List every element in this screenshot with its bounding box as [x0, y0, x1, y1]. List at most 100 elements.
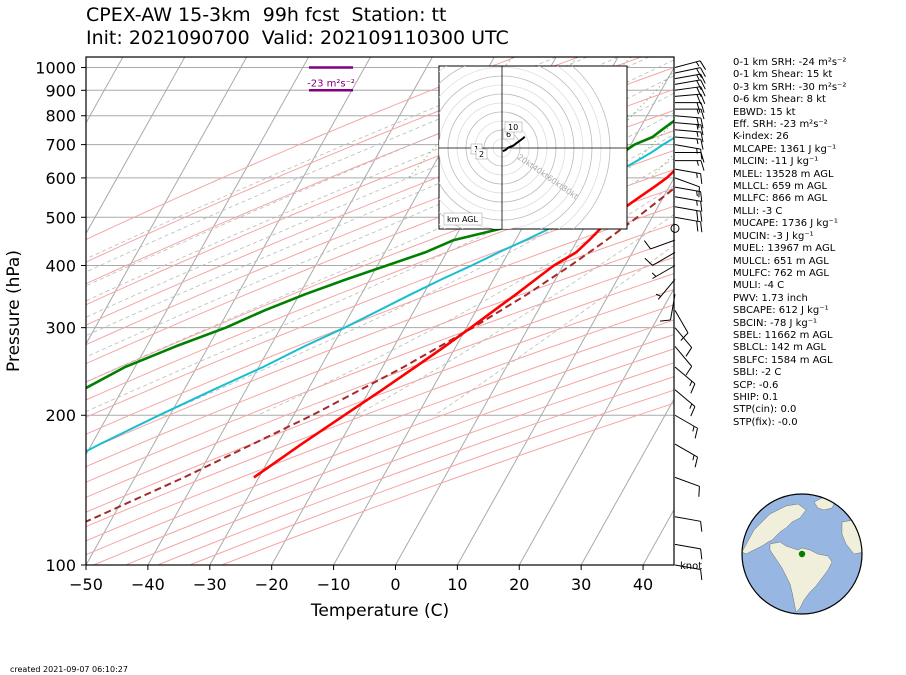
index-line: SBEL: 11662 m AGL [733, 329, 833, 341]
wind-barb [674, 177, 700, 198]
wind-barb [670, 223, 680, 233]
dry-adiabat [86, 333, 674, 556]
station-marker [798, 550, 806, 558]
dry-adiabat [86, 256, 674, 483]
wind-barb [674, 389, 696, 417]
wind-barb [674, 564, 703, 580]
isotherm-line [580, 398, 674, 565]
dry-adiabat [86, 223, 674, 452]
index-line: SBLFC: 1584 m AGL [733, 354, 833, 366]
wind-barb [674, 86, 706, 97]
index-line: PWV: 1.73 inch [733, 292, 808, 304]
isotherm-line [395, 66, 674, 565]
index-line: SHIP: 0.1 [733, 391, 779, 403]
index-line: MLCAPE: 1361 J kg⁻¹ [733, 143, 837, 155]
y-tick-label: 200 [45, 406, 76, 425]
index-line: MULFC: 762 m AGL [733, 267, 829, 279]
wind-barb [674, 196, 703, 212]
wind-barb [655, 279, 676, 300]
dry-adiabat [86, 319, 674, 542]
dry-adiabat [86, 205, 674, 435]
wind-barb [651, 265, 676, 279]
wind-barb [674, 543, 703, 560]
y-tick-label: 800 [45, 107, 76, 126]
hodograph-height-box [504, 121, 523, 133]
wind-barb [674, 414, 699, 439]
wind-barb [674, 79, 706, 91]
hodograph-inset: 20kt40kt60kt80kt12610km AGL [438, 65, 628, 230]
wind-barb [674, 346, 693, 376]
index-line: MLLI: -3 C [733, 205, 783, 217]
isotherm-line [86, 57, 371, 565]
y-tick-label: 700 [45, 136, 76, 155]
wind-barb [674, 67, 706, 78]
y-tick-label: 600 [45, 169, 76, 188]
dry-adiabat [86, 273, 674, 498]
chart-title-line2: Init: 2021090700 Valid: 202109110300 UTC [86, 27, 509, 49]
globe-outline [741, 493, 863, 615]
moist-adiabat [86, 134, 674, 412]
plot-frame [85, 56, 675, 566]
dewpoint-profile-line [86, 119, 674, 390]
index-line: SCP: -0.6 [733, 379, 779, 391]
isotherm-line [518, 287, 674, 565]
index-line: Eff. SRH: -23 m²s⁻² [733, 119, 828, 131]
index-line: 0-6 km Shear: 8 kt [733, 94, 826, 106]
chart-title-line1: CPEX-AW 15-3km 99h fcst Station: tt [86, 4, 447, 26]
moist-adiabat [257, 185, 674, 416]
wind-barb [675, 102, 705, 113]
moist-adiabat [159, 158, 674, 416]
wind-barb [674, 73, 706, 84]
wind-barb [675, 151, 705, 163]
index-line: EBWD: 15 kt [733, 106, 796, 118]
hodograph-units-box [443, 212, 483, 226]
srh-label: -23 m²s⁻² [307, 78, 355, 89]
index-line: MUEL: 13967 m AGL [733, 243, 836, 255]
index-line: SBCAPE: 612 J kg⁻¹ [733, 305, 829, 317]
index-line: 0-1 km SRH: -24 m²s⁻² [733, 57, 847, 68]
wind-barb [674, 168, 703, 185]
wind-barb [674, 443, 699, 468]
wind-barb [674, 327, 693, 357]
y-tick-label: 100 [45, 556, 76, 575]
x-tick-label: 0 [390, 575, 400, 594]
wind-unit-label: knot [680, 561, 702, 572]
isotherm-line [456, 177, 674, 565]
hodograph-height-label: 2 [479, 150, 484, 159]
dry-adiabat [86, 288, 674, 513]
index-line: MUCAPE: 1736 J kg⁻¹ [733, 218, 838, 230]
dry-adiabat [86, 109, 674, 346]
index-line: 0-1 km Shear: 15 kt [733, 69, 833, 81]
index-line: MULCL: 651 m AGL [733, 255, 829, 267]
wind-barb [644, 251, 676, 266]
x-tick-label: 10 [447, 575, 467, 594]
y-axis-label: Pressure (hPa) [4, 250, 24, 372]
dry-adiabat [86, 57, 516, 241]
hodograph-height-label: 6 [506, 130, 511, 139]
isotherm-line [86, 57, 310, 456]
wind-barb [674, 186, 703, 203]
dry-adiabat [86, 240, 674, 468]
moist-adiabat [86, 75, 674, 337]
index-line: MLCIN: -11 J kg⁻¹ [733, 156, 819, 168]
moist-adiabat [86, 112, 674, 383]
hodograph-units-label: km AGL [447, 215, 479, 224]
index-line: MUCIN: -3 J kg⁻¹ [733, 230, 814, 242]
globe-land [742, 495, 862, 613]
index-line: MULI: -4 C [733, 280, 785, 292]
hodograph-height-box [475, 148, 488, 160]
y-tick-label: 900 [45, 81, 76, 100]
wind-barb [674, 216, 703, 233]
y-tick-label: 1000 [35, 59, 76, 78]
location-globe [741, 493, 863, 615]
dry-adiabat [93, 348, 674, 565]
index-line: SBCIN: -78 J kg⁻¹ [733, 317, 818, 329]
parcel-profile-line [86, 187, 674, 523]
y-tick-label: 400 [45, 256, 76, 275]
wind-barb [674, 206, 703, 222]
wind-barb [674, 60, 707, 70]
index-line: SBLI: -2 C [733, 367, 782, 379]
x-tick-label: −30 [193, 575, 227, 594]
index-line: STP(cin): 0.0 [733, 404, 797, 416]
